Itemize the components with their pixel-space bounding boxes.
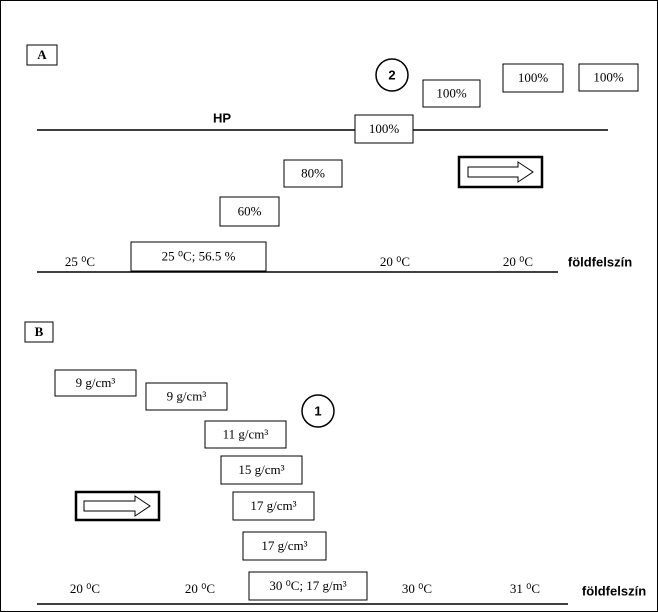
marker: 2 bbox=[388, 67, 395, 82]
value-box bbox=[422, 79, 481, 108]
value-box-text: 11 g/cm³ bbox=[223, 426, 269, 441]
value-box bbox=[232, 491, 315, 521]
value-box-text: 100% bbox=[518, 70, 549, 85]
value-box bbox=[248, 571, 368, 601]
panel-label: A bbox=[37, 47, 47, 62]
value-box bbox=[578, 63, 639, 92]
value-box-text: 17 g/cm³ bbox=[261, 538, 307, 553]
surface-label: földfelszín bbox=[582, 583, 646, 598]
value-box bbox=[54, 369, 137, 397]
marker: 1 bbox=[314, 403, 321, 418]
value-box bbox=[130, 241, 267, 272]
value-box bbox=[220, 455, 303, 485]
value-box-text: 25 ⁰C; 56.5 % bbox=[162, 248, 236, 263]
panel-label-box bbox=[26, 44, 58, 66]
value-box bbox=[283, 159, 343, 188]
value-box-text: 9 g/cm³ bbox=[76, 375, 116, 390]
value-box bbox=[219, 196, 280, 227]
panel-label-box bbox=[24, 321, 54, 343]
value-box bbox=[502, 63, 564, 93]
ground-label: 20 ⁰C bbox=[503, 254, 533, 269]
value-box-text: 100% bbox=[593, 69, 624, 84]
surface-label: földfelszín bbox=[568, 254, 632, 269]
value-box bbox=[242, 531, 327, 561]
value-box bbox=[145, 382, 228, 411]
ground-label: 31 ⁰C bbox=[510, 581, 540, 596]
ground-label: 20 ⁰C bbox=[185, 581, 215, 596]
panel-label: B bbox=[35, 324, 44, 339]
marker-circle bbox=[301, 394, 335, 428]
ground-label: 30 ⁰C bbox=[402, 581, 432, 596]
ground-label: 25 ⁰C bbox=[65, 254, 95, 269]
marker-circle bbox=[375, 58, 409, 92]
value-box-text: 100% bbox=[436, 85, 467, 100]
ground-label: 20 ⁰C bbox=[380, 254, 410, 269]
value-box-text: 9 g/cm³ bbox=[167, 388, 207, 403]
arrow-box bbox=[457, 155, 544, 189]
ground-label: 20 ⁰C bbox=[70, 581, 100, 596]
value-box-text: 17 g/cm³ bbox=[250, 498, 296, 513]
arrow-box bbox=[74, 490, 161, 522]
value-box-text: 15 g/cm³ bbox=[238, 462, 284, 477]
value-box bbox=[354, 114, 414, 144]
value-box bbox=[204, 420, 287, 449]
value-box-text: 30 ⁰C; 17 g/m³ bbox=[269, 578, 346, 593]
line-label: HP bbox=[213, 110, 231, 125]
value-box-text: 80% bbox=[301, 165, 325, 180]
value-box-text: 100% bbox=[369, 121, 400, 136]
value-box-text: 60% bbox=[238, 203, 262, 218]
